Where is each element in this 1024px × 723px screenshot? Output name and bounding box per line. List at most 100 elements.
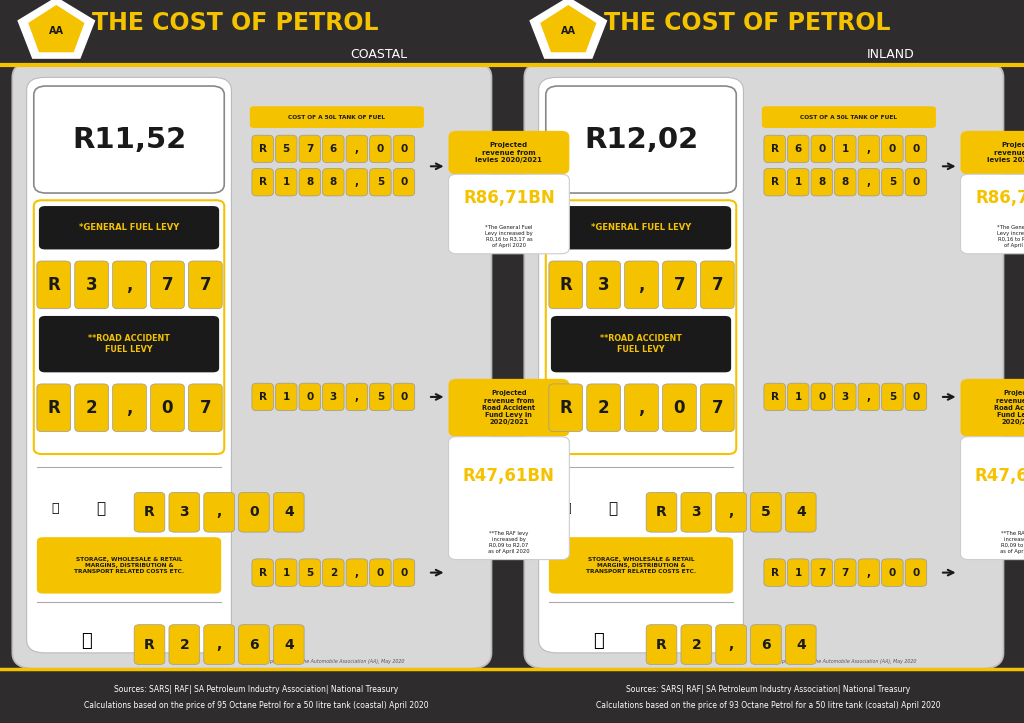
Text: R86,71BN: R86,71BN [463,189,555,207]
FancyBboxPatch shape [346,168,368,196]
FancyBboxPatch shape [751,625,781,664]
FancyBboxPatch shape [12,61,492,669]
Text: COST OF A 50L TANK OF FUEL: COST OF A 50L TANK OF FUEL [289,115,385,119]
FancyBboxPatch shape [323,135,344,163]
Text: 7: 7 [674,276,685,294]
FancyBboxPatch shape [323,383,344,411]
Text: R: R [771,177,778,187]
Text: **The RAF levy
increased by
R0,09 to R2,07
as of April 2020: **The RAF levy increased by R0,09 to R2,… [1000,531,1024,554]
Text: R: R [559,399,572,416]
FancyBboxPatch shape [764,168,785,196]
Text: ,: , [355,705,358,715]
FancyBboxPatch shape [625,384,658,432]
FancyBboxPatch shape [764,696,785,723]
FancyBboxPatch shape [188,261,222,309]
Text: 6: 6 [795,144,802,154]
Text: 🚗: 🚗 [608,501,616,515]
FancyBboxPatch shape [961,379,1024,437]
Text: 🚢: 🚢 [81,632,91,649]
Text: 8: 8 [306,177,313,187]
Text: COASTAL: COASTAL [350,48,408,61]
Text: ,: , [728,505,734,519]
Text: 2: 2 [179,638,189,651]
Text: ⛽: ⛽ [51,502,59,515]
Text: ,: , [867,177,870,187]
Text: R: R [47,276,60,294]
Text: ,: , [355,177,358,187]
FancyBboxPatch shape [961,692,1024,723]
FancyBboxPatch shape [252,383,273,411]
FancyBboxPatch shape [449,437,569,560]
FancyBboxPatch shape [449,174,569,254]
Text: 7: 7 [712,276,723,294]
FancyBboxPatch shape [250,106,424,128]
Text: 6: 6 [330,144,337,154]
Text: R86,71BN: R86,71BN [975,189,1024,207]
FancyBboxPatch shape [27,77,231,653]
FancyBboxPatch shape [113,261,146,309]
Text: Sources: SARS| RAF| SA Petroleum Industry Association| National Treasury: Sources: SARS| RAF| SA Petroleum Industr… [626,685,910,694]
FancyBboxPatch shape [323,559,344,586]
FancyBboxPatch shape [370,135,391,163]
Text: ,: , [126,276,133,294]
Text: 0: 0 [889,705,896,715]
FancyBboxPatch shape [252,135,273,163]
Text: 1: 1 [795,705,802,715]
FancyBboxPatch shape [787,559,809,586]
Text: 1: 1 [795,177,802,187]
Text: 3: 3 [691,505,701,519]
Text: 2: 2 [842,705,849,715]
Text: 4: 4 [796,638,806,651]
FancyBboxPatch shape [323,168,344,196]
FancyBboxPatch shape [811,168,833,196]
FancyBboxPatch shape [716,625,746,664]
Text: 1: 1 [795,568,802,578]
Text: 3: 3 [842,392,849,402]
Text: 0: 0 [889,568,896,578]
Text: 5: 5 [377,392,384,402]
FancyBboxPatch shape [787,168,809,196]
FancyBboxPatch shape [858,383,880,411]
FancyBboxPatch shape [252,559,273,586]
Text: R: R [656,505,667,519]
Text: 0: 0 [818,144,825,154]
FancyBboxPatch shape [549,537,733,594]
Polygon shape [541,6,596,51]
FancyBboxPatch shape [393,135,415,163]
Text: ,: , [867,392,870,402]
FancyBboxPatch shape [646,492,677,532]
FancyBboxPatch shape [751,492,781,532]
FancyBboxPatch shape [239,625,269,664]
Text: 0: 0 [377,144,384,154]
Text: Projected
revenue from
levies 2020/2021: Projected revenue from levies 2020/2021 [475,142,543,163]
FancyBboxPatch shape [539,77,743,653]
FancyBboxPatch shape [346,135,368,163]
Text: 0: 0 [674,399,685,416]
Text: 0: 0 [912,392,920,402]
Text: 3: 3 [818,705,825,715]
FancyBboxPatch shape [961,131,1024,174]
Text: 7: 7 [842,568,849,578]
FancyBboxPatch shape [275,168,297,196]
FancyBboxPatch shape [370,696,391,723]
Text: 8: 8 [842,177,849,187]
Text: ,: , [355,568,358,578]
Text: 0: 0 [912,177,920,187]
Text: R: R [771,144,778,154]
FancyBboxPatch shape [169,492,200,532]
FancyBboxPatch shape [169,625,200,664]
FancyBboxPatch shape [299,696,321,723]
Text: INLAND: INLAND [867,48,914,61]
FancyBboxPatch shape [151,261,184,309]
Text: R: R [771,392,778,402]
FancyBboxPatch shape [785,625,816,664]
Text: 6: 6 [761,638,771,651]
Text: 2: 2 [86,399,97,416]
FancyBboxPatch shape [275,135,297,163]
FancyBboxPatch shape [905,383,927,411]
Text: AA: AA [561,26,575,36]
FancyBboxPatch shape [785,492,816,532]
FancyBboxPatch shape [681,625,712,664]
Text: ⛽: ⛽ [563,502,571,515]
Text: 0: 0 [377,568,384,578]
